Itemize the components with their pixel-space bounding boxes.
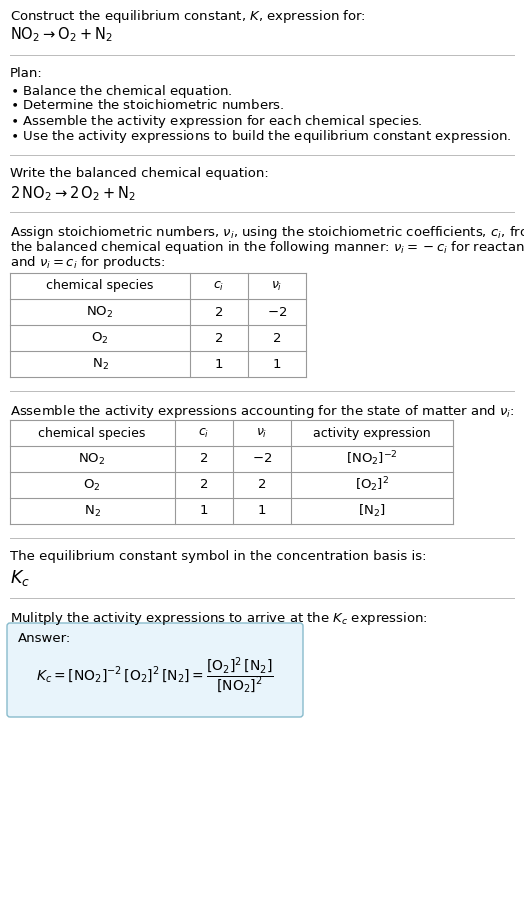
Text: $\mathrm{NO_2} \rightarrow \mathrm{O_2 + N_2}$: $\mathrm{NO_2} \rightarrow \mathrm{O_2 +… bbox=[10, 25, 113, 44]
Text: $\nu_i$: $\nu_i$ bbox=[256, 426, 268, 440]
Text: 2: 2 bbox=[215, 306, 223, 318]
Text: $\mathrm{NO_2}$: $\mathrm{NO_2}$ bbox=[78, 451, 106, 467]
Text: Assign stoichiometric numbers, $\nu_i$, using the stoichiometric coefficients, $: Assign stoichiometric numbers, $\nu_i$, … bbox=[10, 224, 524, 241]
Text: $\mathrm{N_2}$: $\mathrm{N_2}$ bbox=[83, 503, 101, 519]
Text: and $\nu_i = c_i$ for products:: and $\nu_i = c_i$ for products: bbox=[10, 254, 166, 271]
Text: 1: 1 bbox=[200, 504, 208, 518]
Text: $\bullet$ Balance the chemical equation.: $\bullet$ Balance the chemical equation. bbox=[10, 83, 233, 100]
Text: $\mathrm{NO_2}$: $\mathrm{NO_2}$ bbox=[86, 305, 114, 319]
Text: 2: 2 bbox=[258, 478, 266, 492]
Text: $\mathrm{N_2}$: $\mathrm{N_2}$ bbox=[92, 356, 108, 371]
FancyBboxPatch shape bbox=[7, 623, 303, 717]
Text: $\mathrm{O_2}$: $\mathrm{O_2}$ bbox=[83, 477, 101, 493]
Text: $\bullet$ Use the activity expressions to build the equilibrium constant express: $\bullet$ Use the activity expressions t… bbox=[10, 128, 511, 145]
Text: 1: 1 bbox=[258, 504, 266, 518]
Text: $\nu_i$: $\nu_i$ bbox=[271, 280, 282, 292]
Text: $\bullet$ Determine the stoichiometric numbers.: $\bullet$ Determine the stoichiometric n… bbox=[10, 98, 285, 112]
Text: $[\mathrm{NO_2}]^{-2}$: $[\mathrm{NO_2}]^{-2}$ bbox=[346, 450, 398, 468]
Text: $2\,\mathrm{NO_2} \rightarrow 2\,\mathrm{O_2 + N_2}$: $2\,\mathrm{NO_2} \rightarrow 2\,\mathrm… bbox=[10, 184, 136, 202]
Text: 2: 2 bbox=[273, 332, 281, 344]
Text: 2: 2 bbox=[215, 332, 223, 344]
Text: Construct the equilibrium constant, $K$, expression for:: Construct the equilibrium constant, $K$,… bbox=[10, 8, 366, 25]
Text: $c_i$: $c_i$ bbox=[213, 280, 225, 292]
Text: $-2$: $-2$ bbox=[252, 452, 272, 466]
Text: activity expression: activity expression bbox=[313, 426, 431, 440]
Text: $[\mathrm{N_2}]$: $[\mathrm{N_2}]$ bbox=[358, 503, 386, 519]
Text: chemical species: chemical species bbox=[46, 280, 154, 292]
Text: chemical species: chemical species bbox=[38, 426, 146, 440]
Text: $\bullet$ Assemble the activity expression for each chemical species.: $\bullet$ Assemble the activity expressi… bbox=[10, 113, 423, 130]
Text: $\mathrm{O_2}$: $\mathrm{O_2}$ bbox=[91, 331, 108, 345]
Text: $c_i$: $c_i$ bbox=[199, 426, 210, 440]
Text: 2: 2 bbox=[200, 452, 208, 466]
Text: $K_c = [\mathrm{NO_2}]^{-2}\,[\mathrm{O_2}]^2\,[\mathrm{N_2}] = \dfrac{[\mathrm{: $K_c = [\mathrm{NO_2}]^{-2}\,[\mathrm{O_… bbox=[36, 656, 274, 697]
Text: the balanced chemical equation in the following manner: $\nu_i = -c_i$ for react: the balanced chemical equation in the fo… bbox=[10, 239, 524, 256]
Text: 1: 1 bbox=[273, 358, 281, 370]
Text: $-2$: $-2$ bbox=[267, 306, 287, 318]
Text: Mulitply the activity expressions to arrive at the $K_c$ expression:: Mulitply the activity expressions to arr… bbox=[10, 610, 428, 627]
Text: $K_c$: $K_c$ bbox=[10, 568, 30, 588]
Text: $[\mathrm{O_2}]^2$: $[\mathrm{O_2}]^2$ bbox=[355, 476, 389, 494]
Text: The equilibrium constant symbol in the concentration basis is:: The equilibrium constant symbol in the c… bbox=[10, 550, 427, 563]
Text: 2: 2 bbox=[200, 478, 208, 492]
Text: Assemble the activity expressions accounting for the state of matter and $\nu_i$: Assemble the activity expressions accoun… bbox=[10, 403, 515, 420]
Text: Write the balanced chemical equation:: Write the balanced chemical equation: bbox=[10, 167, 269, 180]
Text: Plan:: Plan: bbox=[10, 67, 43, 80]
Text: Answer:: Answer: bbox=[18, 632, 71, 645]
Text: 1: 1 bbox=[215, 358, 223, 370]
